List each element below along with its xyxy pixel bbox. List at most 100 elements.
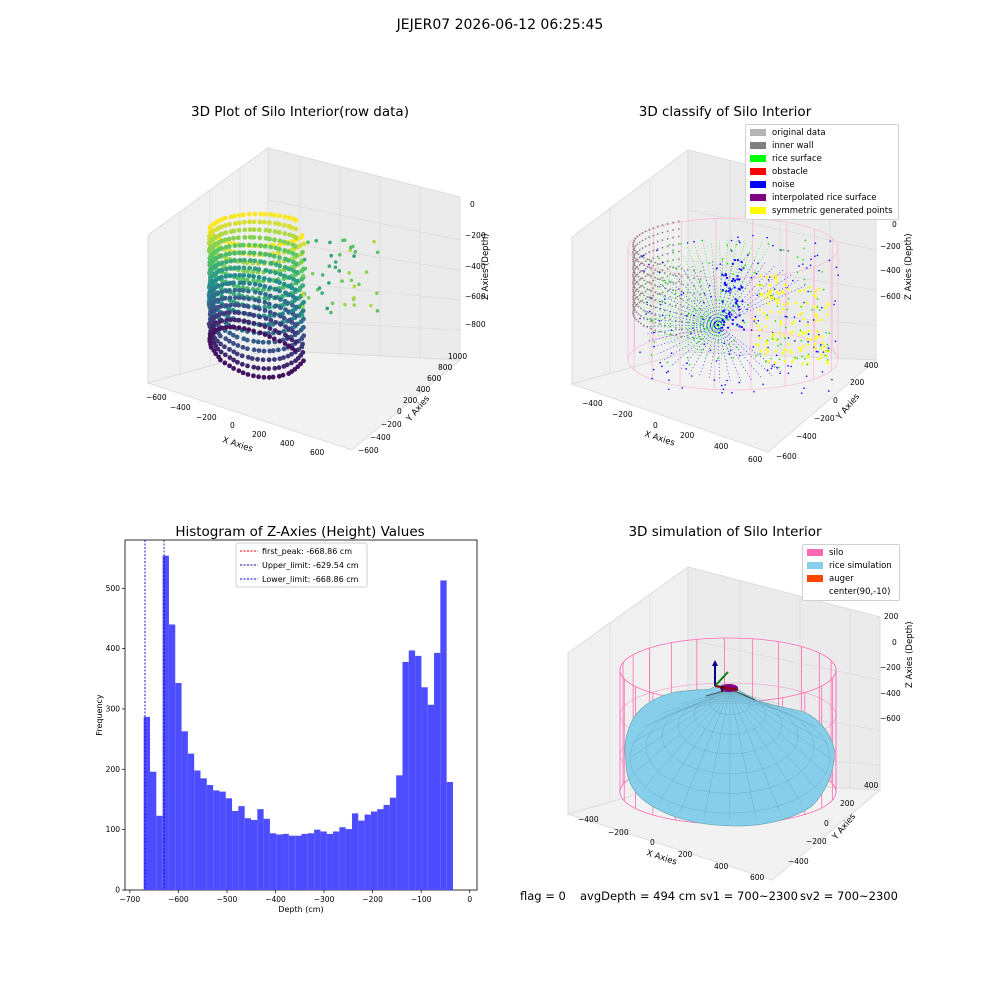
raw-point (262, 211, 268, 217)
legend-entry: obstacle (748, 165, 896, 178)
rice-mesh-line (703, 689, 731, 818)
raw-point (330, 301, 335, 306)
rice-surface-line (646, 274, 723, 329)
symmetric-point (791, 360, 795, 364)
noise-point (807, 321, 809, 323)
symmetric-point (779, 320, 783, 323)
rice-surface-point (758, 293, 761, 295)
inner-wall-point (640, 262, 642, 265)
inner-wall-point (661, 224, 664, 227)
raw-point (219, 238, 224, 244)
raw-point (236, 317, 242, 323)
raw-point (232, 265, 238, 271)
histogram-bar (200, 778, 207, 890)
raw-point (240, 288, 246, 293)
raw-point (286, 343, 292, 349)
noise-line (688, 324, 719, 375)
raw-point (232, 302, 238, 308)
raw-point (285, 240, 291, 246)
rice-surface-point (754, 271, 756, 274)
rice-surface-point (701, 324, 703, 326)
noise-point (818, 269, 820, 272)
raw-point (237, 272, 243, 278)
raw-point (227, 240, 232, 246)
inner-wall-point (640, 300, 642, 302)
raw-ytick: −400 (370, 433, 391, 442)
raw-point (271, 253, 277, 259)
inner-wall-point (632, 279, 635, 281)
sv1-text: sv1 = 700~2300 (700, 889, 798, 903)
raw-point (218, 303, 224, 309)
raw-point (234, 334, 240, 340)
inner-wall-point (632, 313, 635, 315)
classify-xtick: −200 (612, 410, 633, 419)
raw-xtick: −600 (146, 393, 167, 402)
symmetric-point (806, 343, 810, 347)
noise-point (822, 351, 825, 353)
inner-wall-point (669, 273, 672, 276)
noise-point (729, 349, 732, 352)
raw-point (255, 356, 260, 362)
raw-xtick: −200 (196, 413, 217, 422)
raw-point (349, 278, 354, 283)
inner-wall-point (636, 288, 639, 291)
inner-wall-point (644, 245, 647, 248)
raw-point (258, 243, 263, 249)
noise-point (646, 301, 648, 303)
raw-point (216, 312, 222, 317)
raw-point (353, 249, 358, 254)
rice-surface-line (712, 327, 723, 359)
raw-point (231, 228, 237, 234)
inner-wall-point (652, 227, 655, 229)
legend-entry: interpolated rice surface (748, 191, 896, 204)
raw-point (285, 334, 291, 340)
noise-point (738, 314, 741, 317)
raw-point (299, 276, 305, 282)
raw-point (219, 231, 225, 237)
raw-point (276, 221, 282, 227)
inner-wall-point (644, 237, 647, 240)
noise-point (738, 325, 741, 328)
rice-surface-point (701, 239, 704, 242)
classify-plot-title: 3D classify of Silo Interior (638, 104, 812, 120)
symmetric-point (779, 322, 783, 326)
symmetric-point (820, 318, 824, 322)
raw-point (222, 295, 228, 301)
raw-point (251, 235, 257, 240)
symmetric-point (815, 316, 819, 320)
classify-legend: original data inner wall rice surface obsta… (745, 124, 899, 220)
rice-surface-point (776, 338, 779, 341)
inner-wall-point (699, 338, 702, 340)
raw-ytick: 800 (438, 363, 453, 372)
noise-point (651, 377, 653, 380)
inner-wall-point (644, 290, 647, 293)
raw-ztick: −200 (465, 231, 486, 240)
inner-wall-point (632, 283, 635, 285)
raw-point (241, 265, 247, 271)
noise-point (767, 279, 770, 281)
raw-point (263, 267, 269, 273)
rice-surface-point (784, 326, 787, 329)
symmetric-point (759, 274, 763, 278)
noise-point (658, 320, 661, 322)
noise-line (648, 324, 719, 342)
raw-point (276, 373, 282, 379)
raw-point (268, 260, 274, 266)
noise-point (728, 315, 731, 318)
noise-point (723, 342, 726, 345)
noise-point (828, 259, 831, 262)
rice-mesh-ring (629, 702, 831, 814)
raw-point (289, 337, 295, 343)
raw-point (327, 281, 331, 285)
raw-ytick: 0 (397, 407, 402, 416)
classify-ytick: −600 (776, 452, 797, 461)
raw-point (273, 319, 279, 325)
inner-wall-point (663, 332, 666, 334)
raw-ytick: −600 (358, 446, 379, 455)
raw-point (252, 266, 258, 272)
legend-label: auger (829, 573, 854, 584)
simulation-xtick: 0 (650, 838, 655, 847)
histogram-bar (333, 831, 340, 890)
noise-point (740, 260, 743, 263)
raw-point (281, 346, 287, 352)
